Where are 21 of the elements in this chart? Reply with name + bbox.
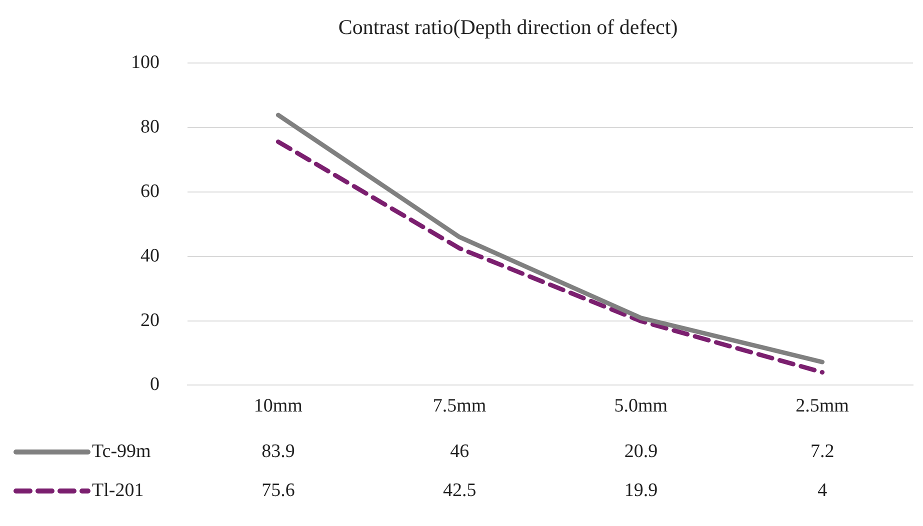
y-tick-label: 20 xyxy=(140,310,160,331)
data-label: 42.5 xyxy=(442,480,476,501)
data-label: 4 xyxy=(818,480,828,501)
x-tick-label: 10mm xyxy=(254,396,303,417)
x-tick-label: 5.0mm xyxy=(614,396,668,417)
y-tick-label: 40 xyxy=(140,245,160,266)
data-label: 7.2 xyxy=(810,440,834,462)
data-label: 46 xyxy=(450,440,470,462)
legend-label: Tl-201 xyxy=(92,480,144,501)
x-tick-label: 2.5mm xyxy=(796,396,850,417)
data-label: 75.6 xyxy=(262,480,295,501)
data-label: 20.9 xyxy=(624,440,658,462)
y-tick-label: 60 xyxy=(140,180,160,202)
data-label: 83.9 xyxy=(262,440,295,462)
y-tick-label: 0 xyxy=(150,374,160,396)
y-tick-label: 80 xyxy=(140,116,160,138)
chart-title: Contrast ratio(Depth direction of defect) xyxy=(338,15,678,40)
x-tick-label: 7.5mm xyxy=(432,396,486,417)
legend-label: Tc-99m xyxy=(92,440,152,462)
y-tick-label: 100 xyxy=(131,52,160,74)
data-label: 19.9 xyxy=(624,480,658,501)
